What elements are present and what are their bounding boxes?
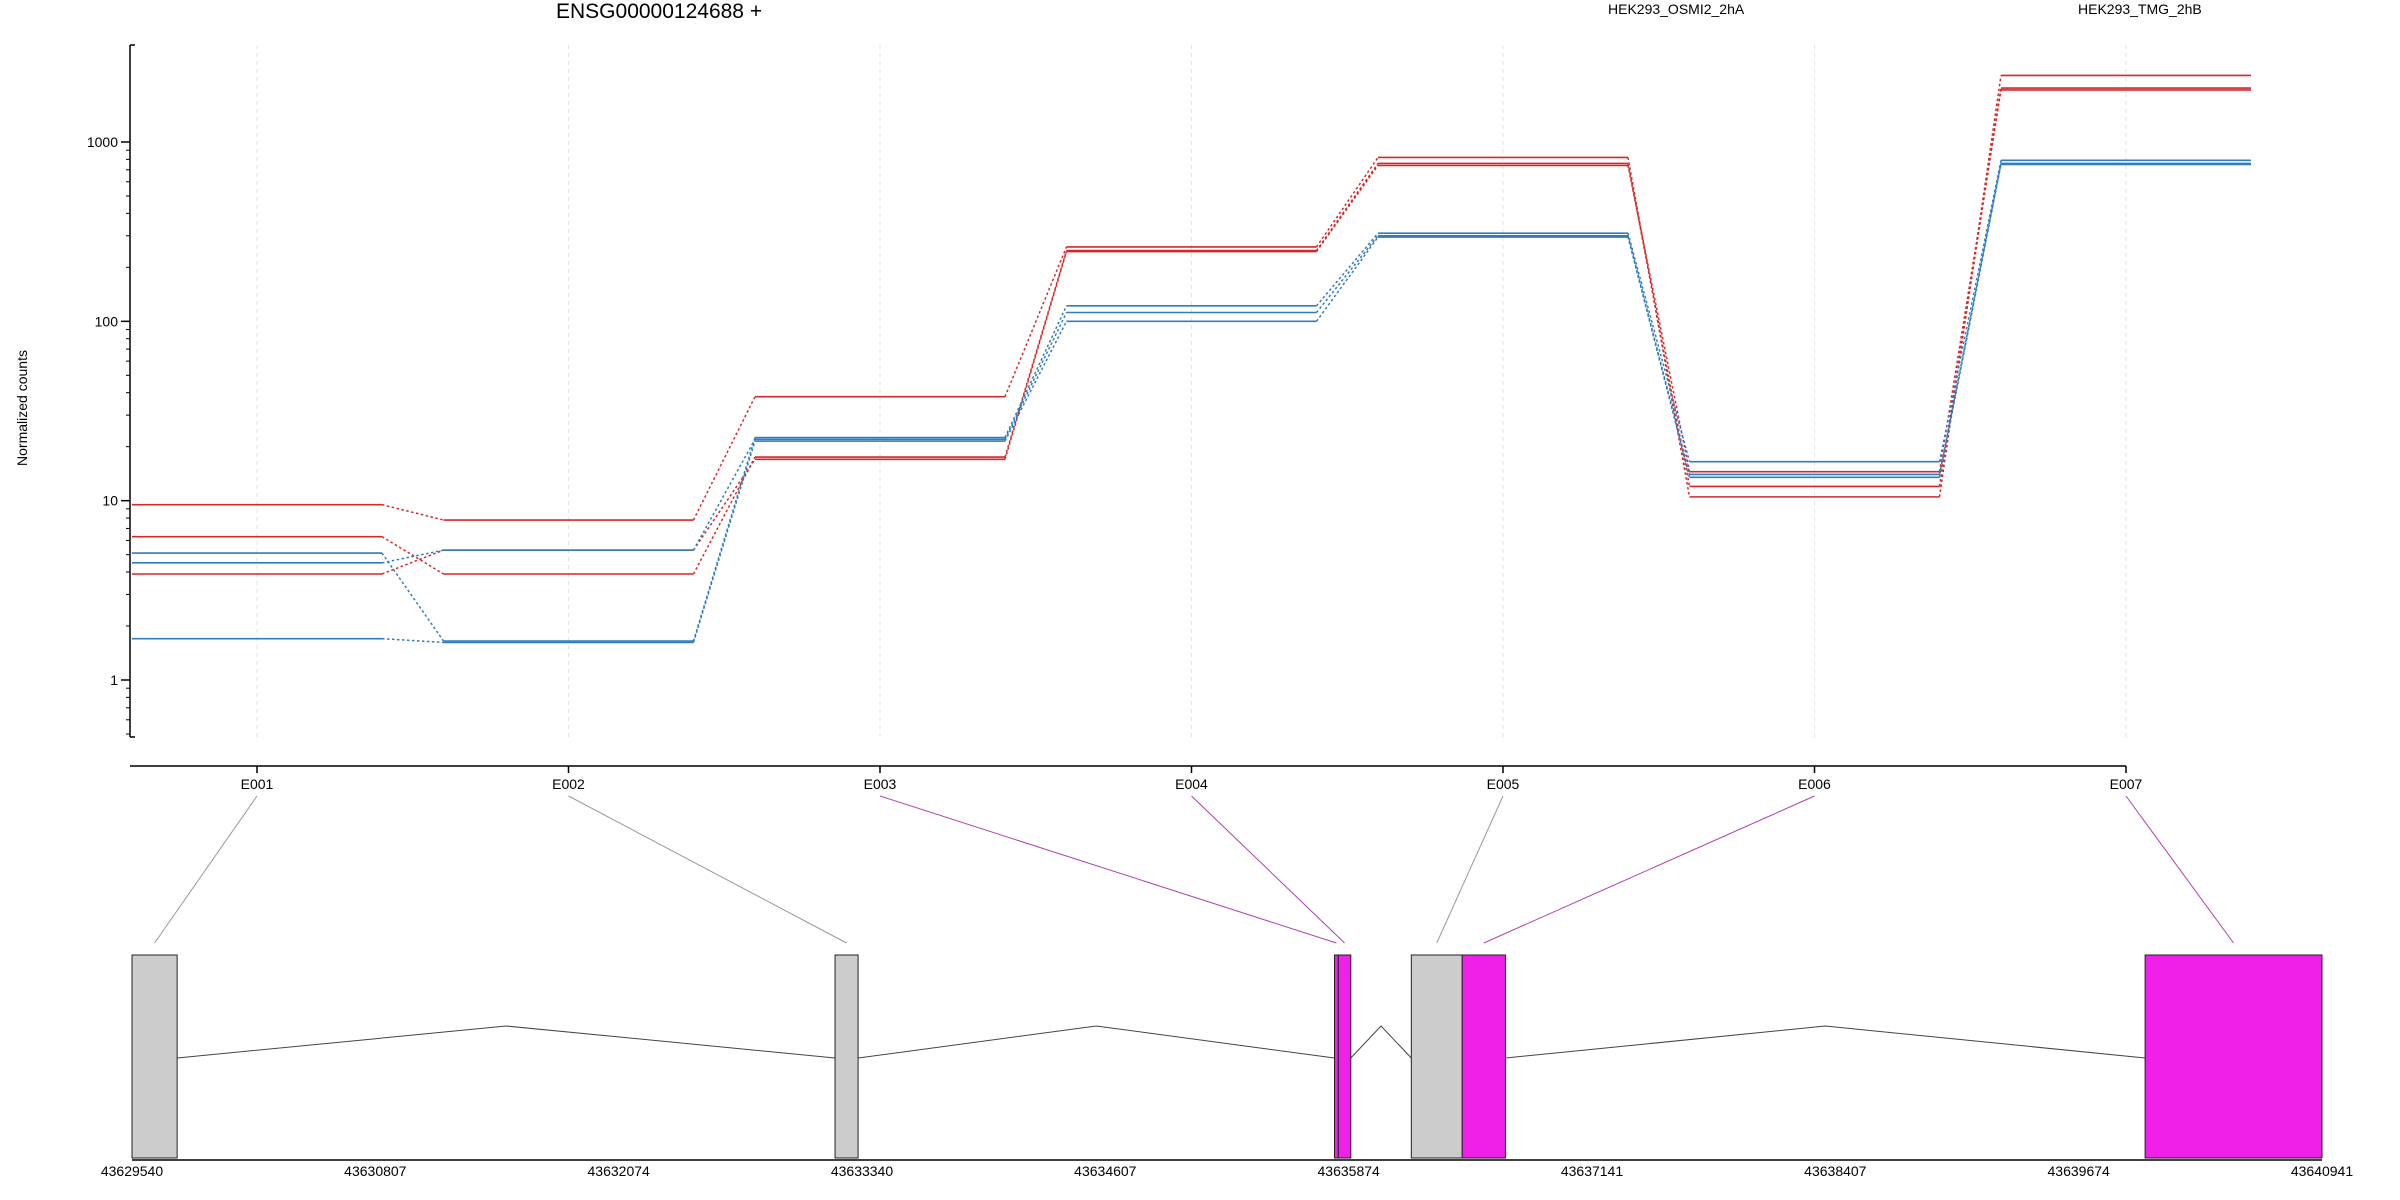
series-6-hek293-tmg-2hb <box>132 163 2251 644</box>
legend-label-tmg: HEK293_TMG_2hB <box>2078 1 2202 17</box>
intron-e002-e003 <box>858 1025 1335 1059</box>
series-4-connector <box>1004 305 1068 438</box>
series-5-connector <box>381 549 444 564</box>
exon-box-e003 <box>1333 954 1339 1159</box>
series-4-connector <box>1627 233 1691 462</box>
series-3-connector <box>381 549 444 575</box>
genomic-tick-label: 43639674 <box>2048 1163 2111 1179</box>
x-tick-label-e001: E001 <box>241 776 274 792</box>
series-5-connector <box>1315 235 1379 313</box>
series-1-connector <box>381 503 444 521</box>
chart-title: ENSG00000124688 + <box>556 0 763 23</box>
genomic-tick-label: 43634607 <box>1074 1163 1137 1179</box>
intron-e001-e002 <box>177 1025 836 1059</box>
series-3-connector <box>1315 165 1379 252</box>
series-3-connector <box>1627 165 1691 472</box>
x-tick-label-e003: E003 <box>864 776 897 792</box>
exon-connector-e002 <box>568 795 847 944</box>
series-5-connector <box>1004 312 1068 440</box>
genomic-tick-label: 43637141 <box>1561 1163 1624 1179</box>
genomic-tick-label: 43635874 <box>1318 1163 1381 1179</box>
series-6-connector <box>1004 320 1068 442</box>
series-5-connector <box>692 438 756 551</box>
y-tick-label: 1000 <box>87 134 118 150</box>
exon-connector-e003 <box>879 795 1337 944</box>
exon-connector-e004 <box>1191 795 1345 944</box>
x-tick-label-e005: E005 <box>1487 776 1520 792</box>
genomic-tick-label: 43638407 <box>1804 1163 1867 1179</box>
x-tick-label-e002: E002 <box>552 776 585 792</box>
series-4-connector <box>381 552 445 642</box>
series-6-connector <box>692 440 756 643</box>
series-4-connector <box>1938 160 2002 462</box>
y-tick-label: 1 <box>110 672 118 688</box>
exon-connector-e006 <box>1483 795 1815 944</box>
series-5-connector <box>1627 235 1691 475</box>
series-6-connector <box>1938 164 2002 478</box>
exon-box-e005 <box>1410 954 1463 1159</box>
series-2-connector <box>692 456 756 575</box>
genomic-tick-label: 43640941 <box>2291 1163 2354 1179</box>
series-5-hek293-tmg-2hb <box>132 162 2251 564</box>
series-6-connector <box>381 637 444 644</box>
x-tick-label-e006: E006 <box>1798 776 1831 792</box>
series-4-connector <box>692 437 756 642</box>
intron-e004-e005 <box>1350 1025 1412 1059</box>
genomic-tick-label: 43633340 <box>831 1163 894 1179</box>
series-4-connector <box>1315 232 1379 307</box>
genomic-tick-label: 43629540 <box>101 1163 164 1179</box>
exon-box-e007 <box>2144 954 2323 1159</box>
exon-connector-e001 <box>154 795 258 944</box>
series-4-hek293-tmg-2hb <box>132 159 2251 642</box>
exon-connector-e007 <box>2125 795 2234 944</box>
series-6-connector <box>1627 236 1691 478</box>
x-tick-label-e004: E004 <box>1175 776 1208 792</box>
genomic-tick-label: 43630807 <box>344 1163 407 1179</box>
genomic-tick-label: 43632074 <box>588 1163 651 1179</box>
exon-box-e001 <box>131 954 178 1159</box>
exon-connector-e005 <box>1436 795 1504 944</box>
y-tick-label: 100 <box>95 313 119 329</box>
exon-box-e004 <box>1337 954 1352 1159</box>
legend-label-osmi2: HEK293_OSMI2_2hA <box>1608 1 1745 17</box>
series-1-connector <box>1004 246 1068 397</box>
series-2-connector <box>381 536 444 575</box>
series-6-connector <box>1315 236 1379 322</box>
series-1-connector <box>1938 75 2002 497</box>
y-tick-label: 10 <box>102 493 118 509</box>
series-1-connector <box>692 396 756 521</box>
intron-e006-e007 <box>1505 1025 2146 1059</box>
exon-box-e002 <box>834 954 859 1159</box>
series-1-connector <box>1315 157 1379 248</box>
exon-box-e006 <box>1461 954 1506 1159</box>
series-3-connector <box>1938 89 2002 472</box>
x-tick-label-e007: E007 <box>2110 776 2143 792</box>
series-3-connector <box>1004 251 1068 460</box>
